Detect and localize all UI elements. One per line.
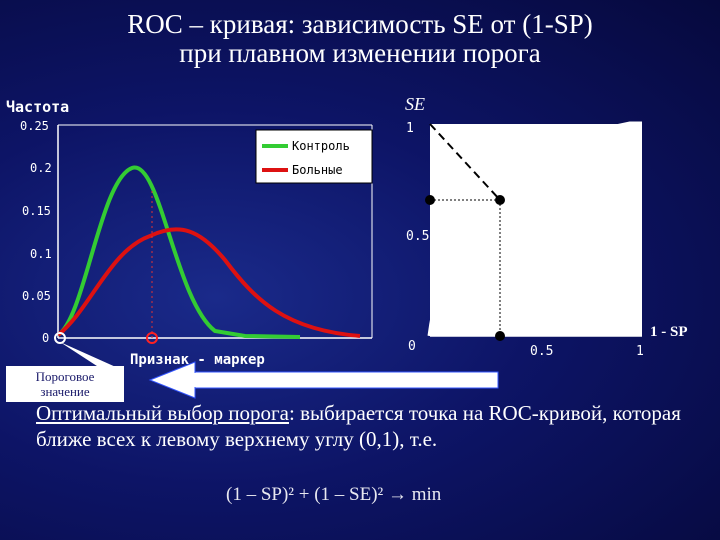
left-ytick: 0.2 xyxy=(30,161,52,175)
legend-box xyxy=(255,129,373,184)
left-ytick: 0.05 xyxy=(22,289,51,303)
right-xtick: 1 xyxy=(636,344,644,359)
series-control-line xyxy=(56,165,301,339)
se-point xyxy=(425,195,435,205)
explanation-rest: : выбирается точка на ROC-кривой, котора… xyxy=(36,401,681,451)
legend-label-patients: Больные xyxy=(292,163,343,177)
series-patients-line xyxy=(56,227,361,338)
explanation-text: Оптимальный выбор порога: выбирается точ… xyxy=(36,400,706,452)
right-xtick: 0.5 xyxy=(530,344,553,359)
title-line-1: ROC – кривая: зависимость SE от (1-SP) xyxy=(127,9,593,39)
origin-marker xyxy=(54,332,66,344)
distance-line xyxy=(429,123,501,201)
left-ytick: 0.15 xyxy=(22,204,51,218)
right-ytick: 1 xyxy=(406,121,414,136)
right-ytick: 0.5 xyxy=(406,229,429,244)
callout-line-1: Пороговое xyxy=(35,369,95,384)
right-chart-ylabel: SE xyxy=(405,94,425,114)
left-chart-xlabel: Признак - маркер xyxy=(130,352,265,368)
title-line-2: при плавном изменении порога xyxy=(179,38,541,68)
optimal-point xyxy=(495,195,505,205)
left-ytick: 0.1 xyxy=(30,247,52,261)
slide-title: ROC – кривая: зависимость SE от (1-SP) п… xyxy=(0,10,720,68)
left-ytick: 0.25 xyxy=(20,119,49,133)
callout-line-2: значение xyxy=(40,384,90,399)
callout-pointer xyxy=(60,342,118,368)
legend-label-control: Контроль xyxy=(292,139,350,153)
arrow-body xyxy=(189,371,499,389)
roc-plot-area xyxy=(430,124,642,336)
left-ytick: 0 xyxy=(42,331,49,345)
threshold-callout: Пороговое значение xyxy=(6,366,124,402)
arrow-join xyxy=(192,373,200,387)
threshold-marker xyxy=(146,332,158,344)
left-chart-ylabel: Частота xyxy=(6,98,69,116)
explanation-underlined: Оптимальный выбор порога xyxy=(36,401,289,425)
sp-point xyxy=(495,331,505,341)
right-ytick: 0 xyxy=(408,339,416,354)
right-chart-xlabel: 1 - SP xyxy=(650,324,688,340)
optimization-formula: (1 – SP)² + (1 – SE)² → min xyxy=(226,484,442,505)
